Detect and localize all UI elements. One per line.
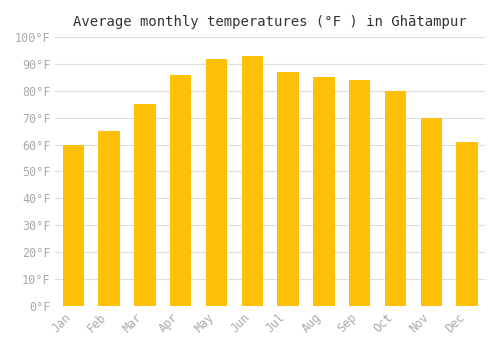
Bar bbox=[134, 104, 156, 306]
Bar bbox=[170, 75, 192, 306]
Bar bbox=[62, 145, 84, 306]
Bar bbox=[385, 91, 406, 306]
Bar bbox=[206, 58, 228, 306]
Bar bbox=[456, 142, 478, 306]
Bar bbox=[278, 72, 299, 306]
Title: Average monthly temperatures (°F ) in Ghātampur: Average monthly temperatures (°F ) in Gh… bbox=[74, 15, 467, 29]
Bar bbox=[420, 118, 442, 306]
Bar bbox=[98, 131, 120, 306]
Bar bbox=[313, 77, 334, 306]
Bar bbox=[242, 56, 263, 306]
Bar bbox=[349, 80, 370, 306]
